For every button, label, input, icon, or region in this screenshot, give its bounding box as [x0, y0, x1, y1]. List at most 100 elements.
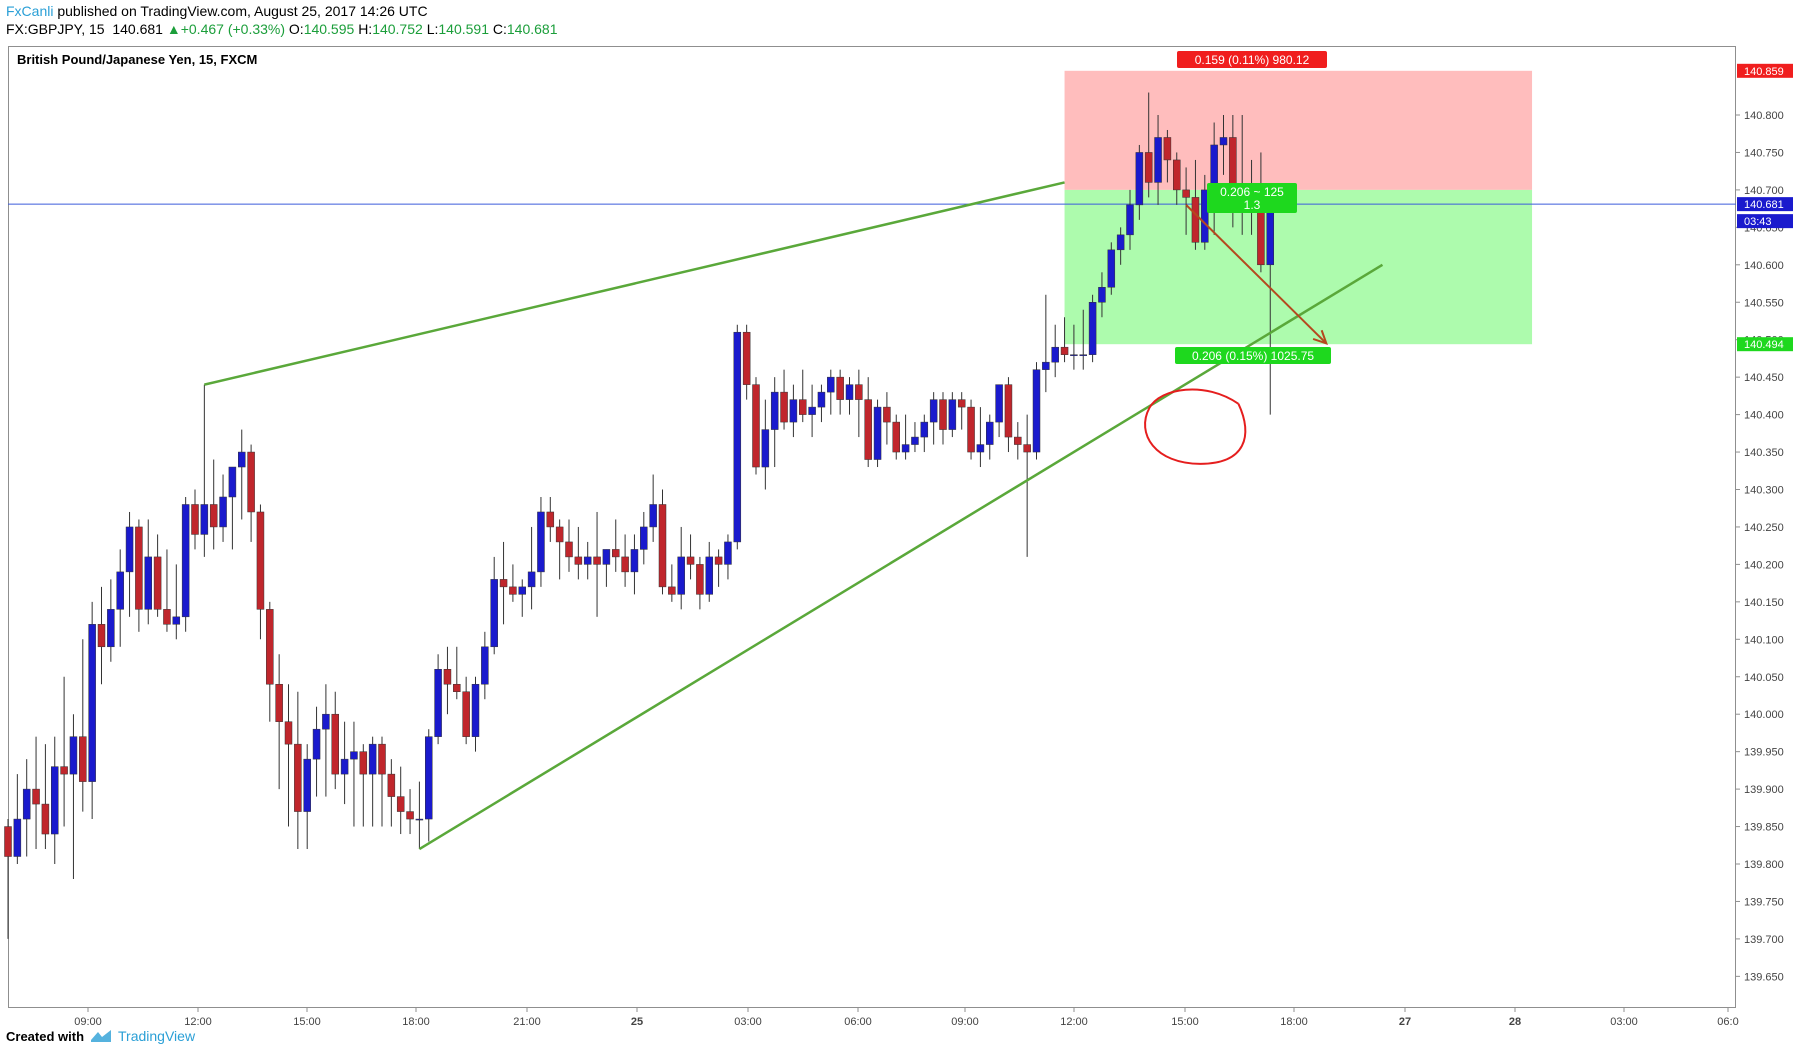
candle[interactable] [808, 384, 816, 438]
candle[interactable] [565, 519, 573, 572]
candle[interactable] [247, 444, 255, 542]
candle[interactable] [883, 392, 891, 445]
candle[interactable] [163, 549, 171, 632]
candle[interactable] [705, 541, 713, 602]
candle[interactable] [32, 736, 40, 850]
candle[interactable] [649, 474, 657, 542]
candle[interactable] [780, 369, 788, 430]
candle[interactable] [481, 631, 489, 700]
candle[interactable] [135, 519, 143, 632]
candle[interactable] [1116, 227, 1125, 265]
candle[interactable] [13, 774, 22, 864]
candle[interactable] [1088, 294, 1097, 363]
candle[interactable] [583, 541, 592, 580]
stop-loss-zone[interactable] [1064, 70, 1533, 190]
candle[interactable] [1060, 317, 1069, 363]
candle[interactable] [929, 392, 938, 445]
candle[interactable] [827, 369, 835, 415]
candle[interactable] [97, 586, 106, 685]
candle[interactable] [1004, 377, 1013, 453]
candle[interactable] [1182, 167, 1190, 235]
candle[interactable] [303, 744, 311, 850]
upper-trendline[interactable] [204, 181, 1065, 386]
candle[interactable] [331, 691, 339, 790]
candle[interactable] [490, 556, 498, 655]
candle[interactable] [799, 369, 807, 423]
candle[interactable] [228, 466, 237, 550]
candle[interactable] [453, 646, 461, 700]
candle[interactable] [630, 534, 639, 595]
candle[interactable] [434, 654, 442, 745]
candle[interactable] [593, 511, 601, 617]
stop-label[interactable]: 0.159 (0.11%) 980.12 [1177, 51, 1327, 68]
candle[interactable] [658, 489, 667, 595]
candle[interactable] [125, 511, 134, 617]
candle[interactable] [742, 324, 751, 400]
candle[interactable] [4, 819, 12, 939]
candle[interactable] [88, 601, 96, 820]
candle[interactable] [555, 519, 564, 580]
candle[interactable] [107, 579, 115, 662]
candle[interactable] [976, 407, 985, 468]
candle[interactable] [144, 519, 152, 625]
candle[interactable] [1219, 115, 1228, 175]
candle[interactable] [1154, 115, 1162, 205]
candle[interactable] [1042, 294, 1050, 393]
candle[interactable] [443, 646, 452, 715]
candle[interactable] [724, 534, 732, 580]
candle[interactable] [200, 384, 209, 557]
candle[interactable] [957, 392, 966, 430]
candle[interactable] [995, 384, 1003, 438]
candle[interactable] [396, 766, 405, 835]
candle[interactable] [892, 414, 900, 460]
tradingview-brand[interactable]: TradingView [118, 1028, 196, 1044]
candle[interactable] [668, 564, 676, 602]
candle[interactable] [153, 534, 162, 617]
candle[interactable] [1126, 189, 1134, 250]
candle[interactable] [752, 377, 760, 475]
candle[interactable] [864, 377, 872, 468]
candle[interactable] [79, 639, 87, 812]
candle[interactable] [761, 399, 770, 490]
candle[interactable] [172, 564, 181, 640]
candle[interactable] [1051, 324, 1059, 378]
candle[interactable] [845, 377, 854, 415]
candle[interactable] [612, 519, 620, 572]
candle[interactable] [350, 721, 358, 827]
candle[interactable] [1135, 144, 1144, 220]
candle[interactable] [677, 526, 685, 610]
candle[interactable] [406, 789, 414, 835]
candle[interactable] [387, 759, 396, 827]
candle[interactable] [602, 549, 611, 587]
circle-annotation[interactable] [1144, 388, 1247, 465]
candle[interactable] [546, 496, 555, 542]
candle[interactable] [948, 392, 957, 438]
candle[interactable] [1032, 362, 1041, 460]
candle[interactable] [789, 384, 798, 438]
candle[interactable] [574, 526, 583, 580]
candle[interactable] [266, 601, 274, 722]
candle[interactable] [181, 496, 190, 632]
candle[interactable] [294, 691, 302, 850]
candle[interactable] [1144, 92, 1153, 198]
candle[interactable] [733, 324, 742, 550]
candle[interactable] [51, 736, 59, 864]
candle[interactable] [509, 564, 517, 602]
candle[interactable] [770, 377, 779, 468]
candle[interactable] [191, 489, 199, 550]
candle[interactable] [471, 676, 480, 752]
candle[interactable] [219, 474, 227, 542]
candle[interactable] [256, 504, 265, 640]
candle[interactable] [499, 541, 508, 625]
candle[interactable] [69, 714, 78, 879]
candle[interactable] [986, 414, 994, 460]
candle[interactable] [939, 392, 947, 445]
candle[interactable] [1014, 422, 1022, 460]
candle[interactable] [22, 759, 31, 857]
candle[interactable] [1098, 272, 1106, 318]
candle[interactable] [527, 526, 536, 610]
candle[interactable] [696, 556, 704, 610]
candle[interactable] [967, 399, 975, 460]
